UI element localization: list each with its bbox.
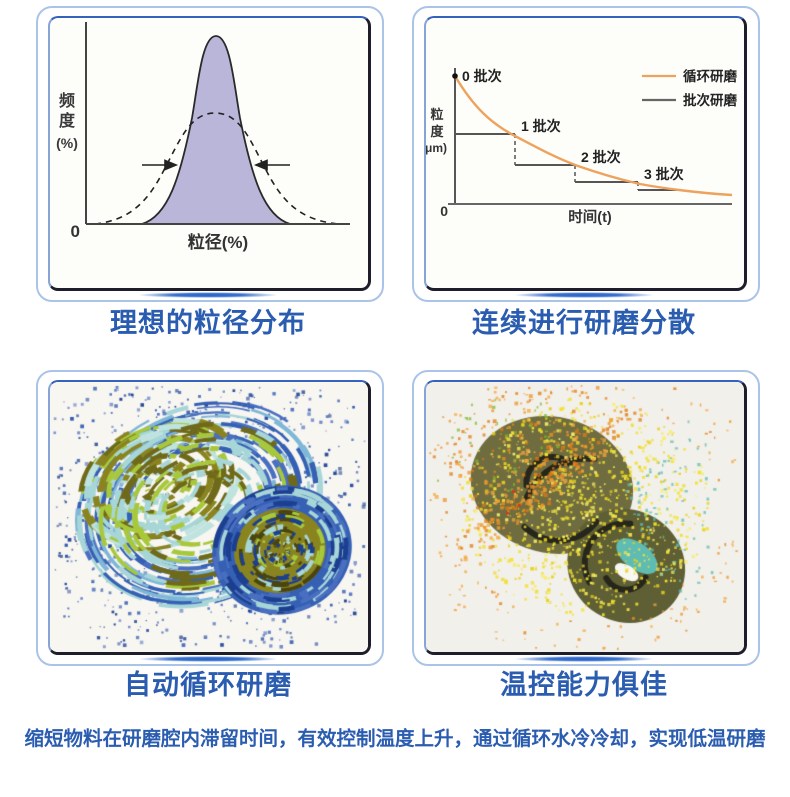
particle-size-distribution-chart: 频 度 (%) 0 粒径(%) [56,22,350,252]
shadow-swoosh [489,655,679,663]
batch-labels: 0 批次 1 批次 2 批次 3 批次 [462,68,684,182]
svg-text:2 批次: 2 批次 [581,149,621,165]
svg-text:度: 度 [430,124,444,139]
origin-label: 0 [71,222,80,241]
circulation-grinding-curve [453,75,733,197]
origin-label: 0 [440,203,448,219]
caption-temperature-control: 温控能力俱佳 [500,670,668,700]
caption-particle-distribution: 理想的粒径分布 [110,308,306,338]
narrow-distribution-area [141,35,291,225]
temperature-control-canvas [426,382,744,652]
y-axis-label: 粒 度 (μm) [426,107,447,155]
wide-distribution-curve [94,112,339,225]
svg-text:0 批次: 0 批次 [462,68,502,84]
caption-auto-circulation: 自动循环研磨 [124,670,292,700]
svg-text:(μm): (μm) [426,141,447,155]
start-point-dot [452,73,458,79]
shadow-swoosh [489,291,679,299]
panel-temperature-control [412,370,760,666]
y-axis-label: 频 度 (%) [56,91,78,151]
panel-auto-circulation [36,370,384,666]
legend-label-batch: 批次研磨 [683,92,737,108]
panel-continuous-grinding: 0 批次 1 批次 2 批次 3 批次 循环研磨 批次研磨 粒 度 (μm) [412,6,760,302]
caption-continuous-grinding: 连续进行研磨分散 [472,308,696,338]
legend-label-circulation: 循环研磨 [683,68,737,84]
svg-text:粒: 粒 [430,107,443,122]
panel-temperature-control-frame [424,380,747,655]
panel-particle-distribution-frame: 频 度 (%) 0 粒径(%) [48,16,371,291]
svg-text:度: 度 [59,111,76,130]
x-axis-label: 时间(t) [568,208,612,226]
continuous-grinding-chart: 0 批次 1 批次 2 批次 3 批次 循环研磨 批次研磨 粒 度 (μm) [426,68,737,226]
svg-text:1 批次: 1 批次 [521,118,561,134]
narrowing-arrows [142,159,290,171]
svg-text:频: 频 [59,91,75,110]
auto-circulation-canvas [50,382,368,652]
bottom-note: 缩短物料在研磨腔内滞留时间，有效控制温度上升，通过循环水冷冷却，实现低温研磨 [24,728,766,750]
svg-text:(%): (%) [56,135,78,151]
panel-auto-circulation-frame [48,380,371,655]
shadow-swoosh [113,291,303,299]
panel-particle-distribution: 频 度 (%) 0 粒径(%) [36,6,384,302]
svg-text:3 批次: 3 批次 [644,166,684,182]
legend: 循环研磨 批次研磨 [642,68,737,108]
x-axis-label: 粒径(%) [188,232,248,252]
panel-continuous-grinding-frame: 0 批次 1 批次 2 批次 3 批次 循环研磨 批次研磨 粒 度 (μm) [424,16,747,291]
shadow-swoosh [113,655,303,663]
